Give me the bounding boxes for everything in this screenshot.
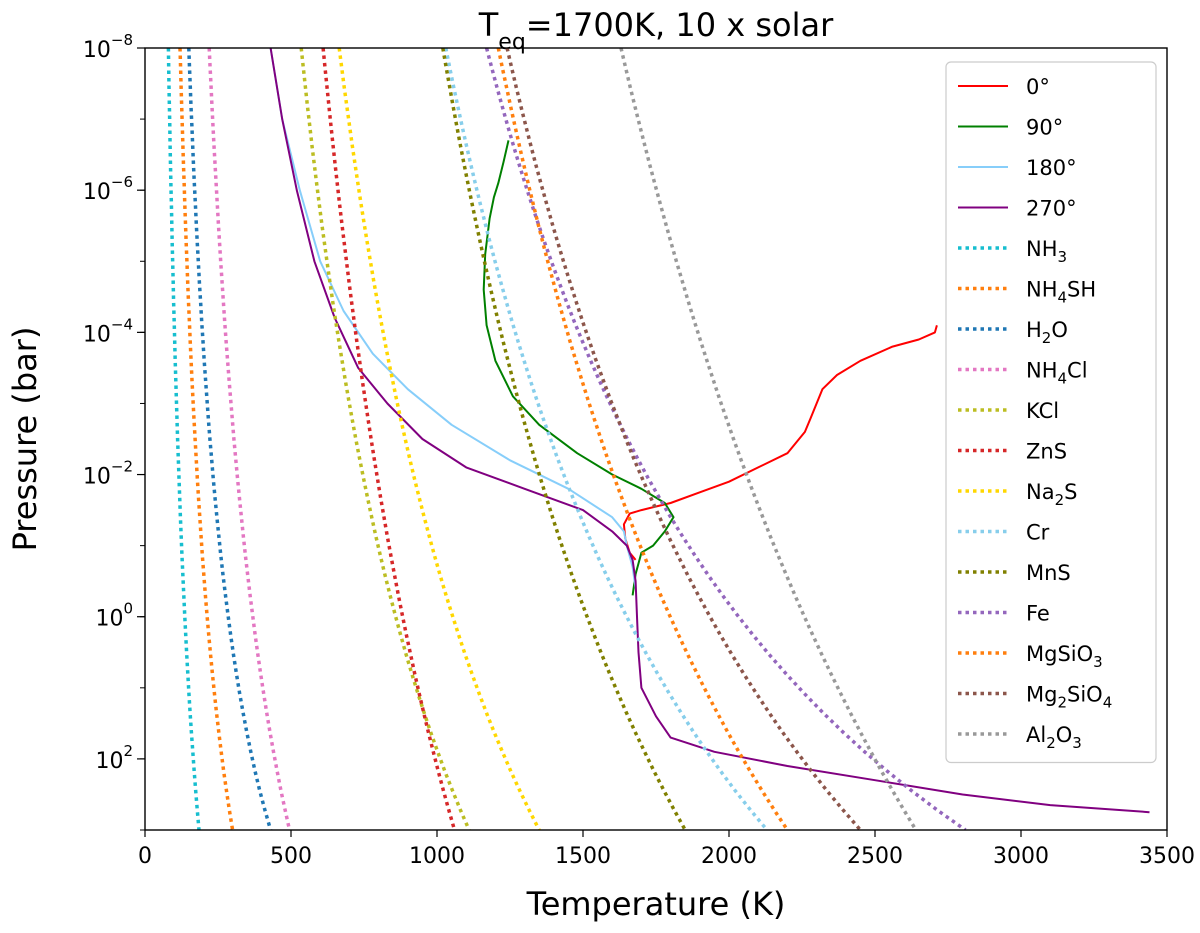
x-tick-label: 1500 — [555, 844, 611, 869]
series-line-4 — [166, 48, 201, 830]
y-tick-label: 102 — [95, 742, 133, 774]
legend-label-15: Mg2SiO4 — [1026, 683, 1112, 712]
series-line-14 — [496, 48, 789, 830]
legend-label-11: Cr — [1026, 521, 1050, 545]
legend-label-13: Fe — [1026, 602, 1050, 626]
legend-label-3: 270° — [1026, 197, 1077, 221]
y-tick-label: 10−4 — [83, 315, 133, 347]
legend-label-4: NH3 — [1026, 237, 1067, 266]
title-rest: =1700K, 10 x solar — [526, 6, 834, 44]
x-tick-label: 3500 — [1139, 844, 1195, 869]
legend-label-6: H2O — [1026, 318, 1068, 347]
x-tick-label: 0 — [138, 844, 152, 869]
series-line-13 — [484, 48, 967, 830]
chart-title: Teq=1700K, 10 x solar — [478, 6, 834, 55]
series-line-3 — [269, 48, 1150, 814]
y-tick-label: 10−2 — [83, 458, 133, 490]
legend-label-7: NH4Cl — [1026, 359, 1088, 388]
series-line-16 — [619, 48, 918, 830]
x-axis: 0 500 1000 1500 2000 2500 3000 3500 — [138, 830, 1195, 869]
legend-label-10: Na2S — [1026, 480, 1077, 509]
legend-label-14: MgSiO3 — [1026, 642, 1103, 671]
legend-label-8: KCl — [1026, 399, 1059, 423]
x-tick-label: 500 — [270, 844, 312, 869]
legend-label-2: 180° — [1026, 156, 1077, 180]
legend-label-16: Al2O3 — [1026, 723, 1082, 752]
x-tick-label: 2000 — [701, 844, 757, 869]
series-line-2 — [269, 48, 637, 589]
title-main: T — [478, 6, 499, 44]
x-tick-label: 1000 — [409, 844, 465, 869]
series-line-10 — [337, 48, 541, 830]
series-line-0 — [622, 325, 938, 561]
legend-label-12: MnS — [1026, 561, 1071, 585]
y-axis-title: Pressure (bar) — [6, 327, 44, 552]
series-line-9 — [321, 48, 457, 830]
x-axis-title: Temperature (K) — [526, 885, 786, 923]
series-line-8 — [299, 48, 471, 830]
y-tick-label: 100 — [95, 600, 133, 632]
series-line-5 — [178, 48, 235, 830]
series-layer — [166, 48, 1150, 830]
series-line-1 — [482, 140, 675, 596]
plot-frame — [144, 47, 1168, 831]
series-line-15 — [505, 48, 862, 830]
legend-label-5: NH4SH — [1026, 278, 1096, 307]
y-tick-label: 10−8 — [83, 31, 133, 63]
title-sub: eq — [498, 30, 526, 55]
series-line-7 — [207, 48, 292, 830]
legend-label-1: 90° — [1026, 116, 1063, 140]
legend-frame — [945, 61, 1157, 764]
legend-label-0: 0° — [1026, 75, 1050, 99]
x-tick-label: 2500 — [847, 844, 903, 869]
y-tick-label: 10−6 — [83, 173, 133, 205]
series-line-6 — [187, 48, 273, 830]
x-tick-label: 3000 — [993, 844, 1049, 869]
series-line-12 — [441, 48, 687, 830]
series-line-11 — [444, 48, 769, 830]
legend: 0° 90° 180° 270° NH3 NH4SH H2O NH4Cl KCl ZnS Na2S C… — [945, 61, 1157, 764]
legend-label-9: ZnS — [1026, 440, 1067, 464]
y-axis: 10−8 10−6 10−4 10−2 100 102 — [83, 31, 145, 831]
